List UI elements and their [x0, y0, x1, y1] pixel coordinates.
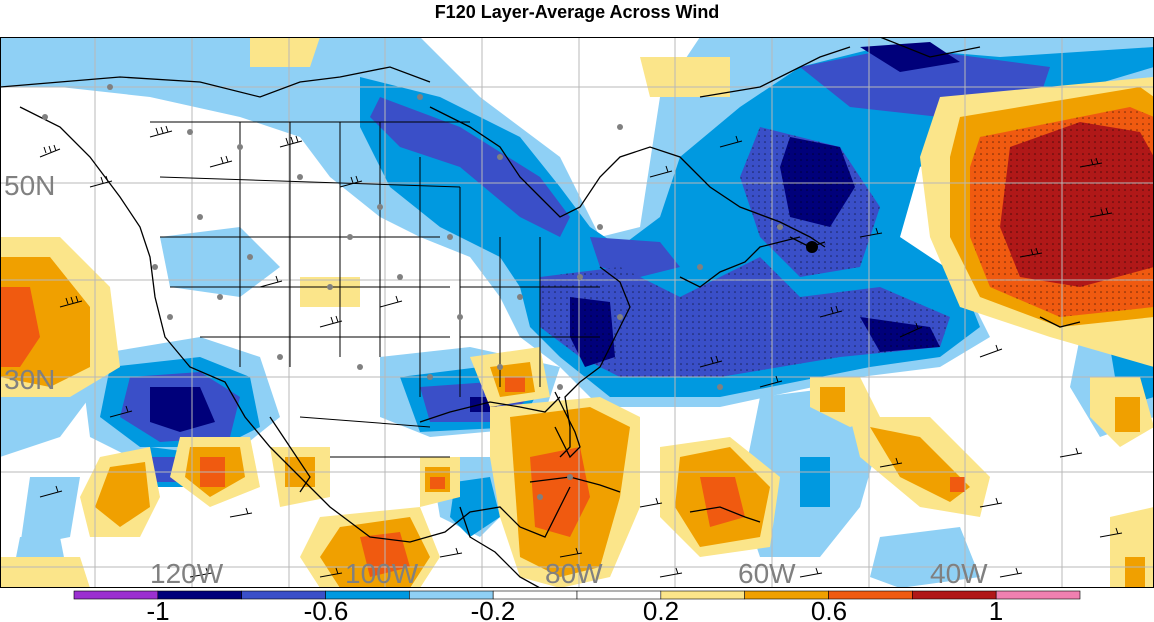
colorbar-label-neg1: -1	[146, 596, 169, 622]
colorbar-swatch	[912, 590, 997, 600]
wind-barbs	[39, 125, 1123, 578]
colorbar: -1 -0.6 -0.2 0.2 0.6 1	[73, 590, 1081, 622]
lon-label-40w: 40W	[930, 558, 988, 588]
station-marker-large	[806, 241, 818, 253]
wind-map: 50N 30N 120W 100W 80W 60W 40W	[0, 37, 1154, 588]
lon-label-100w: 100W	[345, 558, 419, 588]
map-title: F120 Layer-Average Across Wind	[434, 2, 720, 22]
coastlines	[0, 37, 1081, 588]
colorbar-label-1: 1	[989, 596, 1003, 622]
lon-label-80w: 80W	[545, 558, 603, 588]
colorbar-label-06: 0.6	[811, 596, 847, 622]
station-dots	[42, 84, 783, 500]
lon-label-120w: 120W	[150, 558, 224, 588]
colorbar-swatch	[73, 590, 159, 600]
lon-label-60w: 60W	[738, 558, 796, 588]
lat-label-50n: 50N	[4, 170, 55, 201]
state-boundaries	[150, 121, 600, 458]
colorbar-swatch	[157, 590, 242, 600]
colorbar-label-neg06: -0.6	[304, 596, 349, 622]
colorbar-label-neg02: -0.2	[471, 596, 516, 622]
lat-lon-grid	[0, 37, 1154, 588]
colorbar-swatches	[73, 590, 1081, 600]
colorbar-label-02: 0.2	[643, 596, 679, 622]
lat-label-30n: 30N	[4, 364, 55, 395]
colorbar-swatch	[995, 590, 1081, 600]
